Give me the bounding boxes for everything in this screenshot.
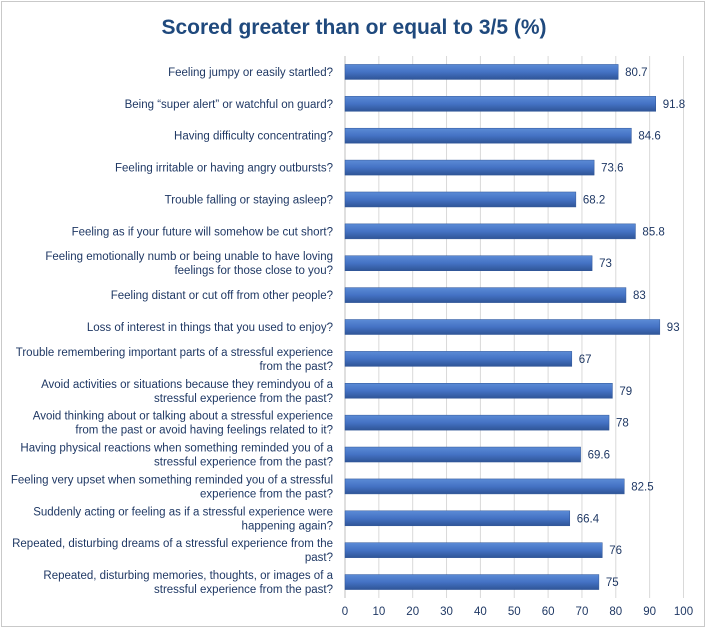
- bar: [344, 510, 571, 527]
- bar: [344, 64, 619, 80]
- x-tick-label: 20: [406, 606, 419, 618]
- category-label: Feeling distant or cut off from other pe…: [111, 290, 333, 302]
- category-label: experience from the past?: [200, 488, 333, 500]
- bar: [344, 383, 613, 399]
- category-labels: Feeling jumpy or easily startled? Being “…: [11, 67, 334, 596]
- category-label: Repeated, disturbing memories, thoughts,…: [43, 570, 333, 582]
- category-label: Avoid thinking about or talking about a …: [33, 411, 333, 423]
- bar: [344, 96, 656, 112]
- bar: [344, 574, 600, 590]
- data-label: 67: [579, 354, 592, 366]
- bar: [344, 414, 610, 431]
- data-label: 69.6: [588, 450, 610, 462]
- data-label: 78: [616, 418, 629, 430]
- x-tick-label: 100: [674, 606, 693, 618]
- category-label: Feeling as if your future will somehow b…: [72, 226, 333, 238]
- category-label: Feeling irritable or having angry outbur…: [115, 163, 333, 175]
- bar: [344, 351, 573, 367]
- data-label: 85.8: [642, 226, 664, 238]
- category-label: Feeling emotionally numb or being unable…: [45, 251, 333, 263]
- x-tick-label: 0: [342, 606, 348, 618]
- category-label: Loss of interest in things that you used…: [87, 322, 333, 334]
- data-label: 84.6: [638, 131, 660, 143]
- bar: [344, 319, 661, 335]
- category-label: Trouble falling or staying asleep?: [165, 194, 333, 206]
- category-label: stressful experience from the past?: [154, 393, 333, 405]
- x-tick-label: 30: [440, 606, 453, 618]
- x-axis-ticks: 0 10 20 30 40 50 60 70 80 90 100: [342, 606, 693, 618]
- category-label: Feeling very upset when something remind…: [11, 474, 333, 486]
- bar: [344, 191, 577, 208]
- x-tick-label: 70: [576, 606, 589, 618]
- data-label: 91.8: [663, 99, 685, 111]
- category-label: Repeated, disturbing dreams of a stressf…: [12, 538, 333, 550]
- bar: [344, 255, 593, 271]
- data-label: 73: [599, 258, 612, 270]
- category-label: Trouble remembering important parts of a…: [16, 347, 333, 359]
- bar: [344, 542, 603, 558]
- category-label: happening again?: [242, 520, 333, 532]
- data-label: 93: [667, 322, 680, 334]
- category-label: stressful experience from the past?: [154, 457, 333, 469]
- data-label: 79: [619, 386, 632, 398]
- category-label: from the past?: [259, 361, 333, 373]
- category-label: Having physical reactions when something…: [20, 443, 333, 455]
- data-label: 73.6: [601, 163, 623, 175]
- bar: [344, 127, 632, 144]
- category-label: past?: [305, 552, 333, 564]
- chart-title: Scored greater than or equal to 3/5 (%): [161, 16, 546, 39]
- x-tick-label: 80: [609, 606, 622, 618]
- category-label: Being “super alert” or watchful on guard…: [125, 99, 333, 111]
- x-tick-label: 90: [643, 606, 656, 618]
- bar: [344, 446, 581, 463]
- bar: [344, 159, 595, 176]
- bar: [344, 478, 625, 495]
- category-label: Avoid activities or situations because t…: [41, 379, 334, 391]
- value-labels: 80.7 91.8 84.6 73.6 68.2 85.8 73 83 93 67 79 78 69.6…: [577, 67, 685, 589]
- data-label: 76: [609, 545, 622, 557]
- category-label: Suddenly acting or feeling as if a stres…: [33, 506, 333, 518]
- data-label: 66.4: [577, 513, 600, 525]
- category-label: from the past or avoid having feelings r…: [75, 425, 333, 437]
- category-label: Having difficulty concentrating?: [174, 131, 333, 143]
- category-label: stressful experience from the past?: [154, 584, 333, 596]
- x-tick-label: 50: [508, 606, 521, 618]
- x-tick-label: 10: [372, 606, 385, 618]
- data-label: 68.2: [583, 194, 605, 206]
- data-label: 75: [606, 577, 619, 589]
- data-label: 80.7: [625, 67, 647, 79]
- x-tick-label: 60: [542, 606, 555, 618]
- bar: [344, 287, 627, 303]
- x-tick-label: 40: [474, 606, 487, 618]
- data-label: 82.5: [631, 481, 653, 493]
- bar: [344, 223, 636, 240]
- data-label: 83: [633, 290, 646, 302]
- bars: [344, 64, 661, 590]
- category-label: feelings for those close to you?: [174, 265, 333, 277]
- category-label: Feeling jumpy or easily startled?: [168, 67, 333, 79]
